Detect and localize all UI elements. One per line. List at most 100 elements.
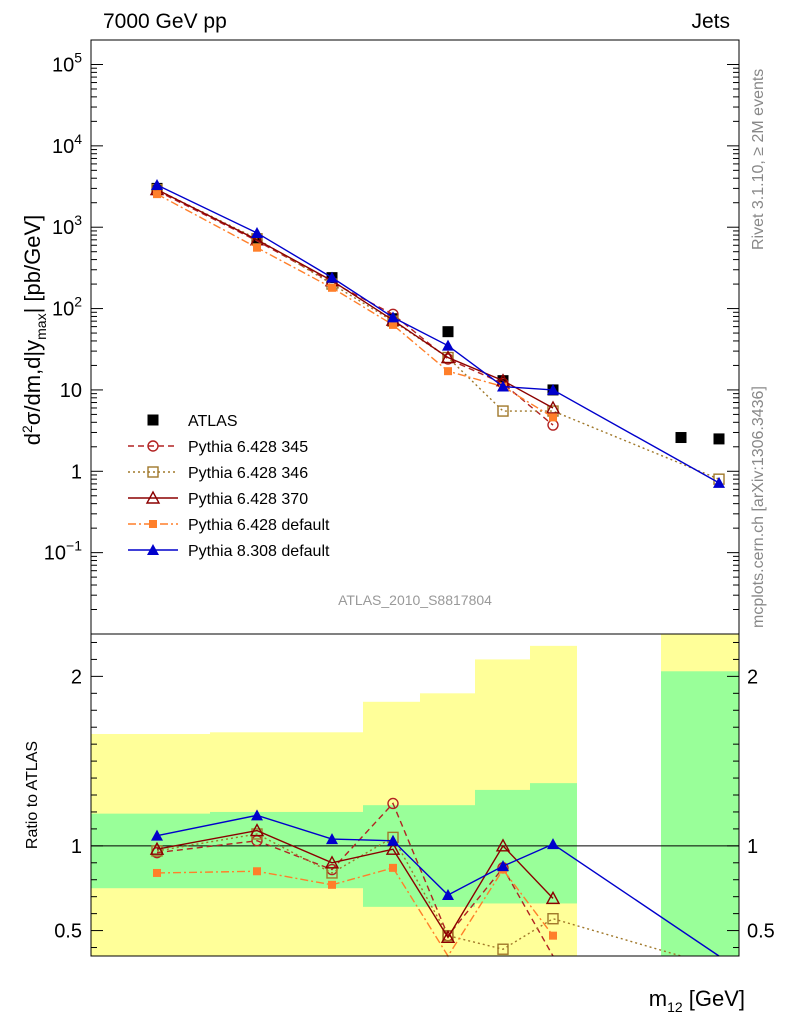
inner-band-bin-4 bbox=[363, 805, 420, 907]
ratio-point-4-4 bbox=[389, 863, 397, 872]
ratio-point-3-4 bbox=[385, 841, 401, 855]
main-point-5-2 bbox=[251, 226, 263, 238]
main-y-tick-label: 1 bbox=[71, 461, 82, 483]
main-point-4-4 bbox=[389, 320, 397, 329]
legend-label-1: Pythia 6.428 345 bbox=[188, 439, 308, 456]
main-point-5-7 bbox=[547, 383, 559, 395]
main-point-5-4 bbox=[387, 311, 399, 323]
ratio-point-5-7 bbox=[547, 838, 559, 850]
ratio-series-5 bbox=[151, 809, 720, 957]
legend-marker-5 bbox=[147, 544, 159, 555]
header-left-label: 7000 GeV pp bbox=[103, 10, 227, 33]
inner-band-bin-9 bbox=[661, 671, 739, 956]
main-point-0-9 bbox=[713, 433, 725, 445]
main-point-5-1 bbox=[151, 179, 163, 191]
inner-band-bin-1 bbox=[91, 813, 210, 889]
main-y-tick-label: 104 bbox=[52, 131, 82, 158]
main-y-tick-label: 102 bbox=[52, 294, 82, 321]
main-point-4-3 bbox=[328, 283, 336, 292]
x-axis-label: m12 [GeV] bbox=[649, 986, 745, 1015]
legend-marker-0 bbox=[147, 414, 159, 426]
legend-label-0: ATLAS bbox=[188, 413, 238, 430]
main-point-5-8 bbox=[713, 476, 725, 488]
main-point-3-7 bbox=[545, 400, 561, 414]
ratio-line-2 bbox=[156, 833, 682, 957]
ratio-line-3 bbox=[156, 829, 554, 939]
ratio-point-5-3 bbox=[326, 833, 338, 845]
ratio-plot-frame bbox=[90, 633, 740, 957]
main-point-5-6 bbox=[497, 380, 509, 392]
ratio-y-tick-label: 2 bbox=[71, 666, 82, 688]
rivet-version-label: Rivet 3.1.10, ≥ 2M events bbox=[750, 69, 767, 250]
ratio-y-tick-label-right: 2 bbox=[747, 666, 758, 688]
main-point-0-8 bbox=[675, 432, 687, 444]
legend-label-5: Pythia 8.308 default bbox=[188, 543, 330, 560]
main-point-5-3 bbox=[326, 271, 338, 283]
ratio-series-3 bbox=[149, 823, 561, 944]
main-line-5 bbox=[156, 184, 720, 484]
ratio-point-4-3 bbox=[328, 880, 336, 889]
ratio-y-tick-label-right: 1 bbox=[747, 836, 758, 858]
ratio-series-2 bbox=[151, 828, 682, 957]
legend-marker-1 bbox=[147, 440, 159, 452]
main-y-axis-label: d2σ/dm,d|ymax| [pb/GeV] bbox=[19, 215, 49, 445]
ratio-point-5-5 bbox=[442, 888, 454, 900]
mcplots-credit-label: mcplots.cern.ch [arXiv:1306.3436] bbox=[750, 386, 767, 628]
legend-marker-3 bbox=[145, 490, 161, 504]
main-series-5 bbox=[151, 179, 725, 488]
ratio-y-axis-label: Ratio to ATLAS bbox=[24, 741, 41, 849]
ratio-point-1-4 bbox=[387, 797, 399, 810]
ratio-point-4-2 bbox=[253, 867, 261, 876]
ratio-point-3-6 bbox=[495, 838, 511, 852]
ratio-line-5 bbox=[156, 814, 720, 957]
ratio-point-4-7 bbox=[549, 931, 557, 940]
main-y-tick-label: 10 bbox=[60, 380, 82, 402]
ratio-point-5-6 bbox=[497, 860, 509, 872]
ratio-point-3-5 bbox=[440, 929, 456, 944]
main-point-2-6 bbox=[497, 405, 509, 417]
ratio-point-4-1 bbox=[153, 868, 161, 877]
main-point-4-5 bbox=[444, 367, 452, 376]
ratio-point-3-3 bbox=[324, 855, 340, 869]
main-point-4-1 bbox=[153, 190, 161, 199]
main-point-0-5 bbox=[442, 326, 454, 338]
ratio-point-5-4 bbox=[387, 834, 399, 846]
ratio-point-2-6 bbox=[497, 943, 509, 955]
ratio-point-2-1 bbox=[151, 845, 163, 857]
main-y-tick-label: 105 bbox=[52, 49, 82, 76]
legend-marker-4 bbox=[149, 520, 157, 528]
main-y-tick-label: 10−1 bbox=[44, 538, 82, 565]
analysis-watermark: ATLAS_2010_S8817804 bbox=[338, 592, 492, 608]
ratio-y-ticks: 0.5 0.5 1 1 2 2 bbox=[54, 641, 775, 949]
legend: ATLAS Pythia 6.428 345 Pythia 6.428 346 Pyt… bbox=[128, 413, 330, 560]
ratio-point-3-1 bbox=[149, 841, 165, 855]
main-point-4-7 bbox=[549, 413, 557, 422]
legend-label-3: Pythia 6.428 370 bbox=[188, 491, 308, 508]
ratio-point-2-7 bbox=[547, 913, 559, 925]
main-line-1 bbox=[156, 190, 554, 426]
main-point-4-2 bbox=[253, 243, 261, 252]
ratio-series-lines bbox=[149, 797, 720, 958]
main-series-0 bbox=[151, 182, 725, 445]
legend-label-4: Pythia 6.428 default bbox=[188, 517, 330, 534]
main-y-tick-label: 103 bbox=[52, 212, 82, 239]
legend-label-2: Pythia 6.428 346 bbox=[188, 465, 308, 482]
ratio-y-tick-label: 1 bbox=[71, 836, 82, 858]
main-series-1 bbox=[151, 185, 559, 431]
ratio-point-5-1 bbox=[151, 829, 163, 841]
ratio-point-5-2 bbox=[251, 809, 263, 821]
ratio-point-3-7 bbox=[545, 890, 561, 905]
header-right-label: Jets bbox=[691, 10, 730, 33]
legend-marker-2 bbox=[147, 466, 159, 478]
ratio-uncertainty-bands bbox=[91, 634, 739, 956]
main-series-4 bbox=[153, 190, 557, 422]
ratio-point-3-2 bbox=[249, 823, 265, 837]
main-series-lines bbox=[149, 179, 725, 488]
main-line-4 bbox=[156, 193, 554, 418]
ratio-y-tick-label-right: 0.5 bbox=[747, 921, 775, 943]
ratio-y-tick-label: 0.5 bbox=[54, 921, 82, 943]
main-point-5-5 bbox=[442, 339, 454, 351]
inner-band-bin-3 bbox=[295, 811, 363, 889]
